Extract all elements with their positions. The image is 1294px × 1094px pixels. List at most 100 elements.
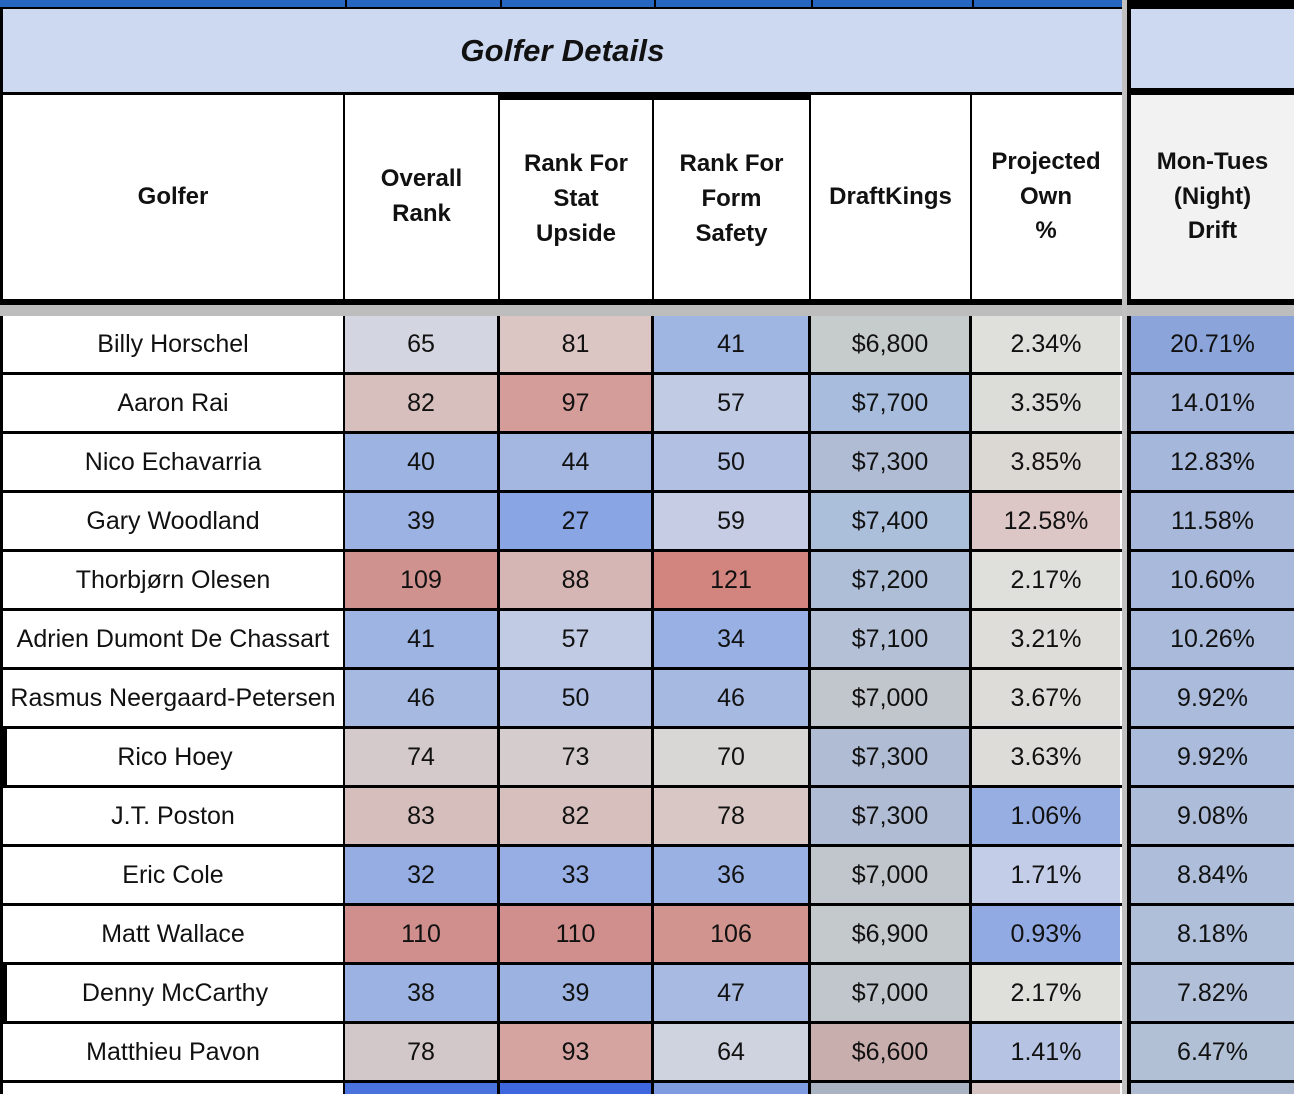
sheet-title-band[interactable]: Golfer Details bbox=[0, 9, 1122, 95]
stat-upside-rank-cell[interactable]: 44 bbox=[500, 434, 654, 490]
drift-cell[interactable] bbox=[1131, 1083, 1294, 1094]
draftkings-salary-cell[interactable]: $7,700 bbox=[811, 375, 972, 431]
draftkings-salary-cell[interactable]: $7,000 bbox=[811, 670, 972, 726]
draftkings-salary-cell[interactable]: $7,300 bbox=[811, 729, 972, 785]
stat-upside-rank-cell[interactable]: 27 bbox=[500, 493, 654, 549]
form-safety-rank-cell[interactable]: 34 bbox=[654, 611, 811, 667]
draftkings-salary-cell[interactable] bbox=[811, 1083, 972, 1094]
golfer-name-cell[interactable] bbox=[0, 1083, 345, 1094]
column-header-form-safety[interactable]: Rank For Form Safety bbox=[654, 95, 811, 299]
form-safety-rank-cell[interactable]: 57 bbox=[654, 375, 811, 431]
column-header-stat-upside[interactable]: Rank For Stat Upside bbox=[500, 95, 654, 299]
draftkings-salary-cell[interactable]: $7,000 bbox=[811, 965, 972, 1021]
form-safety-rank-cell[interactable]: 64 bbox=[654, 1024, 811, 1080]
golfer-name-cell[interactable]: Adrien Dumont De Chassart bbox=[0, 611, 345, 667]
overall-rank-cell[interactable]: 65 bbox=[345, 316, 500, 372]
column-header-golfer[interactable]: Golfer bbox=[0, 95, 345, 299]
golfer-name-cell[interactable]: Rasmus Neergaard-Petersen bbox=[0, 670, 345, 726]
form-safety-rank-cell[interactable]: 47 bbox=[654, 965, 811, 1021]
stat-upside-rank-cell[interactable] bbox=[500, 1083, 654, 1094]
draftkings-salary-cell[interactable]: $7,100 bbox=[811, 611, 972, 667]
form-safety-rank-cell[interactable]: 106 bbox=[654, 906, 811, 962]
form-safety-rank-cell[interactable]: 41 bbox=[654, 316, 811, 372]
projected-own-cell[interactable]: 1.71% bbox=[972, 847, 1120, 903]
draftkings-salary-cell[interactable]: $7,400 bbox=[811, 493, 972, 549]
golfer-name-cell[interactable]: Thorbjørn Olesen bbox=[0, 552, 345, 608]
form-safety-rank-cell[interactable]: 46 bbox=[654, 670, 811, 726]
drift-cell[interactable]: 11.58% bbox=[1131, 493, 1294, 552]
drift-cell[interactable]: 9.08% bbox=[1131, 788, 1294, 847]
projected-own-cell[interactable]: 3.35% bbox=[972, 375, 1120, 431]
draftkings-salary-cell[interactable]: $7,300 bbox=[811, 434, 972, 490]
drift-cell[interactable]: 8.18% bbox=[1131, 906, 1294, 965]
overall-rank-cell[interactable]: 83 bbox=[345, 788, 500, 844]
golfer-name-cell[interactable]: Billy Horschel bbox=[0, 316, 345, 372]
overall-rank-cell[interactable]: 82 bbox=[345, 375, 500, 431]
draftkings-salary-cell[interactable]: $7,200 bbox=[811, 552, 972, 608]
golfer-name-cell[interactable]: Matt Wallace bbox=[0, 906, 345, 962]
overall-rank-cell[interactable]: 109 bbox=[345, 552, 500, 608]
drift-cell[interactable]: 12.83% bbox=[1131, 434, 1294, 493]
golfer-name-cell[interactable]: Gary Woodland bbox=[0, 493, 345, 549]
golfer-name-cell[interactable]: J.T. Poston bbox=[0, 788, 345, 844]
golfer-name-cell[interactable]: Denny McCarthy bbox=[0, 965, 345, 1021]
stat-upside-rank-cell[interactable]: 81 bbox=[500, 316, 654, 372]
column-header-drift[interactable]: Mon-Tues (Night) Drift bbox=[1127, 95, 1294, 299]
drift-cell[interactable]: 9.92% bbox=[1131, 729, 1294, 788]
projected-own-cell[interactable]: 3.63% bbox=[972, 729, 1120, 785]
stat-upside-rank-cell[interactable]: 57 bbox=[500, 611, 654, 667]
form-safety-rank-cell[interactable]: 36 bbox=[654, 847, 811, 903]
overall-rank-cell[interactable]: 46 bbox=[345, 670, 500, 726]
projected-own-cell[interactable]: 1.06% bbox=[972, 788, 1120, 844]
overall-rank-cell[interactable]: 40 bbox=[345, 434, 500, 490]
overall-rank-cell[interactable] bbox=[345, 1083, 500, 1094]
drift-cell[interactable]: 9.92% bbox=[1131, 670, 1294, 729]
form-safety-rank-cell[interactable]: 78 bbox=[654, 788, 811, 844]
overall-rank-cell[interactable]: 74 bbox=[345, 729, 500, 785]
projected-own-cell[interactable]: 12.58% bbox=[972, 493, 1120, 549]
stat-upside-rank-cell[interactable]: 110 bbox=[500, 906, 654, 962]
projected-own-cell[interactable]: 1.41% bbox=[972, 1024, 1120, 1080]
draftkings-salary-cell[interactable]: $7,000 bbox=[811, 847, 972, 903]
draftkings-salary-cell[interactable]: $7,300 bbox=[811, 788, 972, 844]
form-safety-rank-cell[interactable] bbox=[654, 1083, 811, 1094]
golfer-name-cell[interactable]: Aaron Rai bbox=[0, 375, 345, 431]
stat-upside-rank-cell[interactable]: 82 bbox=[500, 788, 654, 844]
projected-own-cell[interactable]: 2.34% bbox=[972, 316, 1120, 372]
drift-banner-cell[interactable] bbox=[1127, 9, 1294, 95]
stat-upside-rank-cell[interactable]: 88 bbox=[500, 552, 654, 608]
projected-own-cell[interactable] bbox=[972, 1083, 1120, 1094]
column-header-overall-rank[interactable]: Overall Rank bbox=[345, 95, 500, 299]
form-safety-rank-cell[interactable]: 70 bbox=[654, 729, 811, 785]
drift-cell[interactable]: 10.60% bbox=[1131, 552, 1294, 611]
overall-rank-cell[interactable]: 39 bbox=[345, 493, 500, 549]
form-safety-rank-cell[interactable]: 121 bbox=[654, 552, 811, 608]
form-safety-rank-cell[interactable]: 59 bbox=[654, 493, 811, 549]
drift-cell[interactable]: 6.47% bbox=[1131, 1024, 1294, 1083]
projected-own-cell[interactable]: 3.67% bbox=[972, 670, 1120, 726]
overall-rank-cell[interactable]: 32 bbox=[345, 847, 500, 903]
golfer-name-cell[interactable]: Eric Cole bbox=[0, 847, 345, 903]
overall-rank-cell[interactable]: 78 bbox=[345, 1024, 500, 1080]
drift-cell[interactable]: 14.01% bbox=[1131, 375, 1294, 434]
drift-cell[interactable]: 20.71% bbox=[1131, 316, 1294, 375]
stat-upside-rank-cell[interactable]: 97 bbox=[500, 375, 654, 431]
projected-own-cell[interactable]: 2.17% bbox=[972, 965, 1120, 1021]
column-header-projected-own[interactable]: Projected Own % bbox=[972, 95, 1120, 299]
stat-upside-rank-cell[interactable]: 93 bbox=[500, 1024, 654, 1080]
golfer-name-cell[interactable]: Rico Hoey bbox=[0, 729, 345, 785]
draftkings-salary-cell[interactable]: $6,900 bbox=[811, 906, 972, 962]
golfer-name-cell[interactable]: Matthieu Pavon bbox=[0, 1024, 345, 1080]
projected-own-cell[interactable]: 3.21% bbox=[972, 611, 1120, 667]
drift-cell[interactable]: 10.26% bbox=[1131, 611, 1294, 670]
column-header-draftkings[interactable]: DraftKings bbox=[811, 95, 972, 299]
overall-rank-cell[interactable]: 38 bbox=[345, 965, 500, 1021]
projected-own-cell[interactable]: 0.93% bbox=[972, 906, 1120, 962]
overall-rank-cell[interactable]: 41 bbox=[345, 611, 500, 667]
stat-upside-rank-cell[interactable]: 39 bbox=[500, 965, 654, 1021]
drift-cell[interactable]: 7.82% bbox=[1131, 965, 1294, 1024]
draftkings-salary-cell[interactable]: $6,600 bbox=[811, 1024, 972, 1080]
draftkings-salary-cell[interactable]: $6,800 bbox=[811, 316, 972, 372]
stat-upside-rank-cell[interactable]: 50 bbox=[500, 670, 654, 726]
form-safety-rank-cell[interactable]: 50 bbox=[654, 434, 811, 490]
